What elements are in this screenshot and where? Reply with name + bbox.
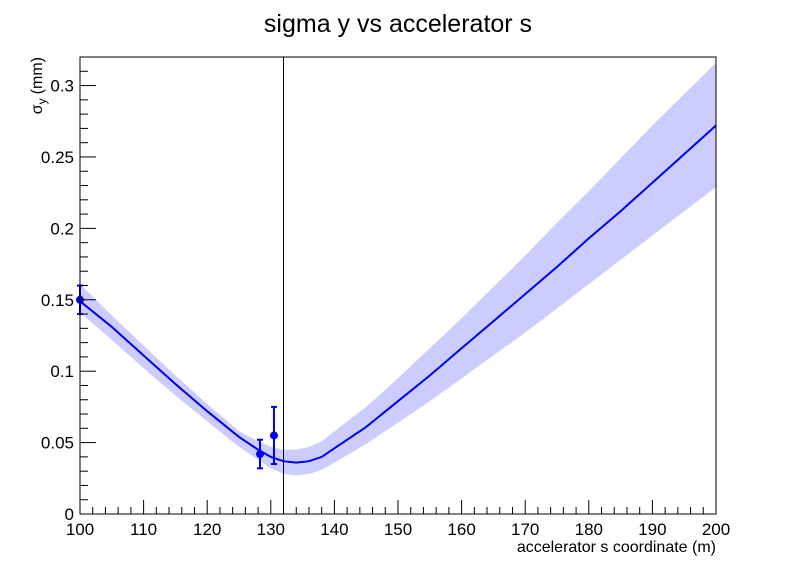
x-tick-label: 100: [66, 520, 94, 539]
y-axis-title-subscript: y: [35, 98, 49, 104]
y-tick-label: 0: [65, 505, 74, 524]
fit-uncertainty-band: [80, 62, 716, 476]
measurement-marker: [255, 450, 264, 459]
x-tick-label: 160: [447, 520, 475, 539]
y-tick-label: 0.1: [50, 362, 74, 381]
x-tick-label: 180: [575, 520, 603, 539]
measurement-point: [269, 405, 278, 466]
y-tick-label: 0.25: [41, 148, 74, 167]
chart-title: sigma y vs accelerator s: [264, 10, 532, 38]
y-axis: 0 0.05 0.1 0.15 0.2 0.25 0.3: [41, 56, 96, 524]
y-tick-label: 0.3: [50, 77, 74, 96]
x-tick-label: 110: [130, 520, 157, 539]
x-tick-label: 200: [702, 520, 730, 539]
fit-line: [79, 124, 717, 464]
x-tick-label: 150: [384, 520, 412, 539]
y-tick-label: 0.2: [50, 219, 74, 238]
fit-band-layer: [80, 62, 716, 476]
x-tick-label: 140: [320, 520, 348, 539]
y-axis-title: σy (mm): [29, 57, 49, 114]
y-tick-label: 0.15: [41, 291, 74, 310]
y-tick-label: 0.05: [41, 434, 74, 453]
x-axis-title: accelerator s coordinate (m): [517, 539, 716, 556]
y-axis-title-symbol: σ: [29, 104, 46, 114]
x-tick-label: 120: [193, 520, 221, 539]
x-tick-label: 170: [511, 520, 539, 539]
x-axis: 100 110 120 130 140 150 160 170 180 190 200: [66, 500, 730, 539]
x-tick-label: 190: [638, 520, 666, 539]
x-tick-label: 130: [257, 520, 285, 539]
measurement-marker: [269, 431, 278, 440]
y-axis-title-unit: (mm): [29, 57, 46, 94]
fit-line-layer: [79, 124, 717, 464]
measurement-point: [255, 438, 264, 470]
